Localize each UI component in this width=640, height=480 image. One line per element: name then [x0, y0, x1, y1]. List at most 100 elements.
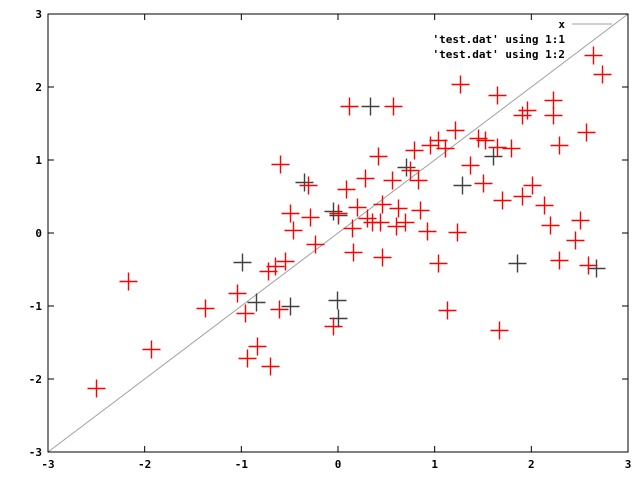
- data-point: [358, 209, 377, 228]
- data-point: [513, 106, 532, 125]
- x-tick-label: 1: [431, 458, 438, 471]
- data-point: [371, 213, 390, 232]
- data-point: [446, 121, 465, 140]
- data-point: [233, 253, 252, 272]
- data-point: [295, 173, 314, 192]
- data-point: [484, 147, 503, 166]
- data-point: [502, 139, 521, 158]
- y-tick-label: -1: [29, 300, 43, 313]
- data-point: [196, 299, 215, 318]
- data-points: [87, 46, 612, 398]
- data-point: [436, 139, 455, 158]
- data-point: [401, 161, 420, 180]
- x-tick-label: -1: [235, 458, 249, 471]
- data-point: [284, 221, 303, 240]
- data-point: [508, 254, 527, 273]
- data-point: [448, 223, 467, 242]
- series-1: [233, 97, 606, 328]
- legend-label-series-1: 'test.dat' using 1:1: [433, 33, 566, 46]
- data-point: [544, 106, 563, 125]
- data-point: [584, 46, 603, 65]
- x-tick-label: 2: [528, 458, 535, 471]
- data-point: [384, 97, 403, 116]
- data-point: [397, 158, 416, 177]
- data-point: [577, 123, 596, 142]
- data-point: [461, 156, 480, 175]
- data-point: [276, 252, 295, 271]
- data-point: [550, 251, 569, 270]
- data-point: [493, 191, 512, 210]
- data-point: [438, 301, 457, 320]
- data-point: [429, 131, 448, 150]
- data-point: [566, 231, 585, 250]
- line-x: [47, 13, 629, 453]
- data-point: [523, 176, 542, 195]
- legend: x 'test.dat' using 1:1 'test.dat' using …: [433, 18, 612, 61]
- data-point: [228, 284, 247, 303]
- data-point: [396, 213, 415, 232]
- data-point: [361, 97, 380, 116]
- data-point: [490, 321, 509, 340]
- data-point: [411, 201, 430, 220]
- data-point: [587, 259, 606, 278]
- data-point: [373, 195, 392, 214]
- data-point: [579, 256, 598, 275]
- data-point: [142, 340, 161, 359]
- data-point: [369, 147, 388, 166]
- data-point: [469, 129, 488, 148]
- data-point: [266, 257, 285, 276]
- data-point: [329, 204, 348, 223]
- data-point: [389, 199, 408, 218]
- data-point: [474, 174, 493, 193]
- x-tick-label: 0: [335, 458, 342, 471]
- data-point: [373, 248, 392, 267]
- data-point: [550, 136, 569, 155]
- data-point: [324, 317, 343, 336]
- y-tick-label: -3: [29, 446, 42, 459]
- data-point: [328, 291, 347, 310]
- axis-ticks: -3 -2 -1 0 1 2 3 -3 -2 -1 0 1 2 3: [29, 8, 632, 471]
- data-point: [513, 187, 532, 206]
- data-point: [429, 254, 448, 273]
- data-point: [387, 217, 406, 236]
- data-point: [329, 309, 348, 328]
- x-tick-label: -3: [41, 458, 54, 471]
- data-point: [409, 171, 428, 190]
- data-point: [261, 357, 280, 376]
- data-point: [405, 141, 424, 160]
- legend-label-x: x: [558, 18, 565, 31]
- plot-border: [47, 13, 629, 453]
- data-point: [301, 208, 320, 227]
- data-point: [87, 379, 106, 398]
- data-point: [356, 169, 375, 188]
- y-tick-label: -2: [29, 373, 42, 386]
- data-point: [476, 131, 495, 150]
- data-point: [259, 262, 278, 281]
- y-tick-label: 1: [35, 154, 42, 167]
- data-point: [383, 171, 402, 190]
- y-tick-label: 3: [35, 8, 42, 21]
- data-point: [421, 136, 440, 155]
- data-point: [238, 349, 257, 368]
- y-tick-label: 0: [35, 227, 42, 240]
- legend-label-series-2: 'test.dat' using 1:2: [433, 48, 565, 61]
- y-tick-label: 2: [35, 81, 42, 94]
- data-point: [299, 176, 318, 195]
- data-point: [453, 176, 472, 195]
- x-tick-label: -2: [138, 458, 151, 471]
- series-2: [87, 46, 612, 398]
- data-point: [488, 138, 507, 157]
- data-point: [247, 293, 266, 312]
- data-point: [535, 196, 554, 215]
- data-point: [518, 101, 537, 120]
- data-point: [281, 297, 300, 316]
- data-point: [541, 216, 560, 235]
- data-point: [236, 304, 255, 323]
- data-point: [306, 235, 325, 254]
- data-point: [119, 272, 138, 291]
- data-point: [418, 222, 437, 241]
- data-point: [340, 97, 359, 116]
- data-point: [348, 198, 367, 217]
- data-point: [271, 155, 290, 174]
